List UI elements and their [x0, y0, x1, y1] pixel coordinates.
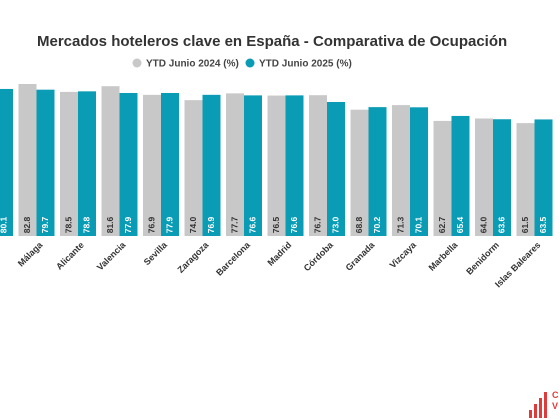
bar-1-12: [493, 119, 511, 236]
legend-label-0: YTD Junio 2024 (%): [146, 59, 239, 70]
legend: YTD Junio 2024 (%) YTD Junio 2025 (%): [132, 58, 352, 70]
value-label-0-12: 64.0: [478, 216, 488, 233]
value-label-0-13: 61.5: [520, 216, 530, 233]
bar-0-9: [350, 109, 369, 236]
category-label-3: Valencia: [95, 239, 128, 272]
legend-label-1: YTD Junio 2025 (%): [259, 59, 352, 70]
value-label-0-7: 76.5: [271, 216, 281, 233]
value-label-1-13: 63.5: [538, 216, 548, 233]
value-label-0-5: 74.0: [188, 216, 198, 233]
category-labels: Málaga Alicante Valencia Sevilla Zaragoza Bar…: [16, 239, 543, 289]
bar-1-1: [36, 89, 55, 236]
value-label-1-12: 63.6: [496, 216, 506, 233]
value-label-0-8: 76.7: [312, 216, 322, 233]
logo-bar-2: [539, 398, 542, 418]
category-label-9: Granada: [344, 239, 378, 273]
legend-swatch-0: [132, 58, 142, 68]
bar-1-13: [534, 119, 553, 236]
legend-swatch-1: [245, 58, 255, 68]
category-label-12: Benidorm: [464, 240, 501, 277]
bar-0-5: [184, 100, 203, 236]
category-label-5: Zaragoza: [175, 239, 211, 275]
bar-1-11: [451, 115, 470, 236]
bar-0-10: [392, 105, 410, 236]
value-label-0-11: 62.7: [437, 216, 447, 233]
value-label-1-11: 65.4: [455, 216, 465, 233]
value-label-0-6: 77.7: [229, 216, 239, 233]
bar-0-3: [101, 86, 120, 236]
logo-bar-1: [534, 404, 537, 418]
bar-1-4: [161, 92, 179, 236]
logo-bar-3: [544, 392, 547, 418]
value-label-0-3: 81.6: [105, 216, 115, 233]
value-label-1-7: 76.6: [289, 216, 299, 233]
category-label-8: Córdoba: [302, 239, 336, 273]
bar-1-6: [244, 95, 262, 236]
category-label-1: Málaga: [16, 239, 45, 268]
logo-letter-0: C: [552, 390, 559, 400]
category-label-2: Alicante: [54, 240, 86, 272]
category-label-6: Barcelona: [214, 239, 253, 278]
value-label-1-9: 70.2: [372, 216, 382, 233]
bar-0-13: [516, 123, 535, 236]
value-label-1-8: 73.0: [330, 216, 340, 233]
bar-0-4: [143, 94, 161, 236]
bar-0-2: [60, 91, 78, 236]
category-label-7: Madrid: [266, 240, 294, 268]
value-label-0-2: 78.5: [63, 216, 73, 233]
bar-1-0: [0, 88, 13, 237]
bar-0-11: [433, 120, 452, 236]
bar-1-9: [368, 107, 387, 236]
value-label-0-4: 76.9: [146, 216, 156, 233]
value-label-0-10: 71.3: [395, 216, 405, 233]
value-label-1-5: 76.9: [206, 216, 216, 233]
category-label-10: Vizcaya: [388, 239, 419, 270]
category-label-4: Sevilla: [142, 239, 170, 267]
value-label-1-0: 80.1: [0, 216, 8, 233]
value-label-1-3: 77.9: [123, 216, 133, 233]
logo-bar-0: [529, 410, 532, 418]
bar-1-8: [327, 101, 345, 236]
value-label-1-2: 78.8: [81, 216, 91, 233]
bar-1-10: [410, 107, 428, 236]
value-label-1-10: 70.1: [413, 216, 423, 233]
bar-0-1: [18, 84, 37, 236]
bar-1-7: [285, 95, 304, 236]
category-label-11: Marbella: [427, 239, 461, 273]
logo-letter-1: V: [552, 401, 558, 411]
bar-0-12: [475, 118, 493, 236]
value-labels: 80.1 82.8 79.7 78.5 78.8 81.6 77.9 76.9 77.9 74.0…: [0, 216, 548, 233]
bar-0-6: [226, 93, 244, 236]
bar-1-5: [202, 94, 221, 236]
chart-title: Mercados hoteleros clave en España - Com…: [37, 33, 507, 50]
logo: CV: [529, 390, 559, 418]
value-label-0-9: 68.8: [354, 216, 364, 233]
value-label-1-1: 79.7: [40, 216, 50, 233]
bar-1-2: [78, 91, 96, 237]
bar-0-8: [309, 95, 327, 237]
value-label-1-4: 77.9: [164, 216, 174, 233]
bars: [0, 84, 553, 237]
value-label-1-6: 76.6: [247, 216, 257, 233]
bar-0-7: [267, 95, 286, 236]
bar-1-3: [119, 92, 138, 236]
value-label-0-1: 82.8: [22, 216, 32, 233]
